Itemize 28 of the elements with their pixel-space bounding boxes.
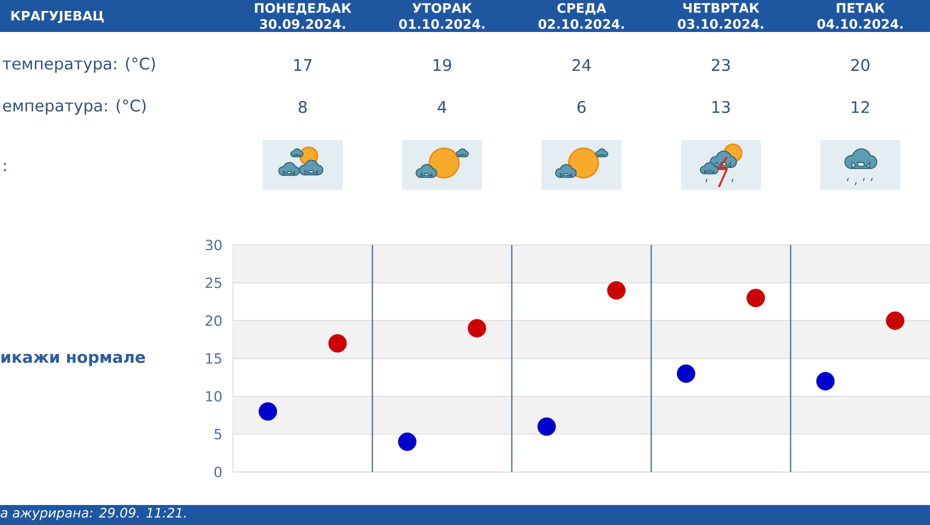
- data-label: 23: [712, 58, 730, 72]
- y-tick-label: 0: [214, 466, 222, 478]
- category-label: СРЕДА 02.10.2024.: [538, 3, 624, 29]
- y-tick-label: 25: [206, 278, 222, 288]
- text: а ажурирана: 29.09. 11:21.: [0, 508, 186, 520]
- data-label: 8: [298, 100, 307, 114]
- data-label: 4: [438, 101, 446, 113]
- data-label: 17: [294, 59, 312, 71]
- data-label: 20: [851, 58, 870, 72]
- text: температура: (°C): [2, 57, 155, 73]
- y-tick-label: 30: [206, 240, 222, 250]
- data-label: 12: [852, 101, 869, 113]
- data-label: 13: [712, 100, 730, 114]
- y-tick-label: 10: [206, 391, 222, 402]
- y-tick-label: 15: [206, 353, 222, 364]
- y-tick-label: 20: [206, 315, 222, 326]
- data-label: 6: [578, 100, 586, 114]
- text: икажи нормале: [2, 354, 145, 366]
- text: :: [4, 162, 6, 172]
- text: емпература: (°C): [3, 99, 146, 115]
- text: КРАГУЈЕВАЦ: [11, 10, 104, 24]
- category-label: ЧЕТВРТАК 03.10.2024.: [678, 3, 764, 29]
- data-label: 24: [572, 59, 591, 71]
- data-label: 19: [434, 58, 452, 72]
- category-label: ПОНЕДЕЉАК 30.09.2024.: [254, 3, 352, 29]
- category-label: ПЕТАК 04.10.2024.: [817, 3, 903, 29]
- category-label: УТОРАК 01.10.2024.: [399, 3, 484, 29]
- y-tick-label: 5: [214, 428, 222, 440]
